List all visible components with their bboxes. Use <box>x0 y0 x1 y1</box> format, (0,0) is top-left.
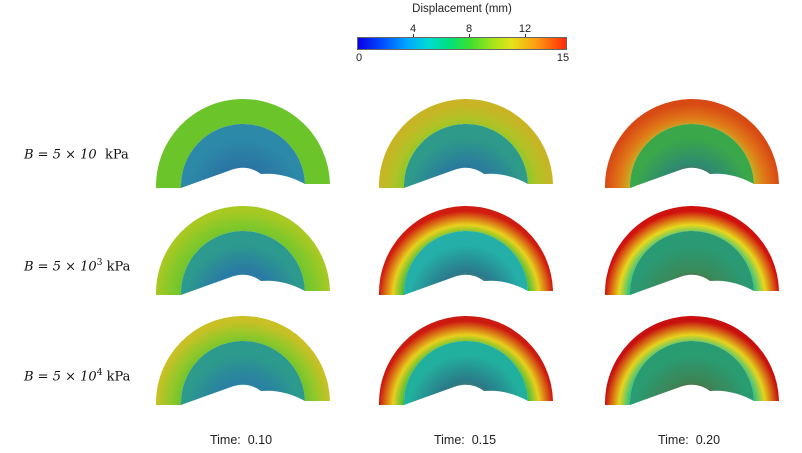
shell-wall <box>155 98 330 188</box>
shell-base-gap <box>624 173 760 198</box>
shell-wall <box>378 206 553 295</box>
shell-2-3 <box>604 206 779 305</box>
shell-wall <box>604 99 779 188</box>
colorbar-title: Displacement (mm) <box>412 3 512 15</box>
shell-1-1 <box>155 98 330 198</box>
shell-base-gap <box>175 390 311 415</box>
colorbar-tickmark <box>413 34 414 38</box>
shell-wall <box>155 315 330 405</box>
shell-base-gap <box>624 280 760 305</box>
shell-base-gap <box>175 173 311 198</box>
shell-cavity <box>629 231 754 295</box>
shell-base-gap <box>398 390 534 415</box>
row-label-unit: kPa <box>106 369 131 385</box>
row-label-exponent: 4 <box>96 368 103 378</box>
colorbar-tick-12: 12 <box>518 23 532 35</box>
shell-cavity <box>180 230 305 295</box>
colorbar-max-label: 15 <box>556 52 570 64</box>
colorbar-tick-8: 8 <box>465 23 473 35</box>
shell-1-3 <box>604 99 779 198</box>
shell-base-gap <box>624 390 760 415</box>
colorbar-tickmark <box>525 34 526 38</box>
time-label-3: Time: 0.20 <box>657 433 721 447</box>
row-label-exponent: 3 <box>96 258 103 268</box>
shell-cavity <box>403 340 528 405</box>
shell-wall <box>378 316 553 405</box>
shell-cavity <box>629 124 754 188</box>
shell-cavity <box>403 230 528 295</box>
row-label-text: B = 5 × 10 <box>24 259 97 275</box>
shell-3-3 <box>604 316 779 415</box>
row-label-text: B = 5 × 10 <box>24 147 97 163</box>
time-label-1: Time: 0.10 <box>209 433 273 447</box>
shell-cavity <box>180 123 305 188</box>
shell-1-2 <box>378 99 553 198</box>
colorbar-tickmark <box>469 34 470 38</box>
row-label-unit: kPa <box>106 259 131 275</box>
shell-2-2 <box>378 206 553 305</box>
shell-wall <box>604 206 779 295</box>
colorbar-min-label: 0 <box>355 52 363 64</box>
colorbar-tick-4: 4 <box>409 23 417 35</box>
colorbar-gradient <box>357 37 567 50</box>
shell-wall <box>155 205 330 295</box>
row-label-unit: kPa <box>104 147 129 163</box>
shell-wall <box>604 316 779 405</box>
shell-3-2 <box>378 316 553 415</box>
shell-base-gap <box>175 280 311 305</box>
shell-cavity <box>629 341 754 405</box>
shell-cavity <box>180 340 305 405</box>
row-label-1: B = 5 × 10 kPa <box>24 146 129 162</box>
shell-base-gap <box>398 280 534 305</box>
row-label-text: B = 5 × 10 <box>24 369 97 385</box>
shell-3-1 <box>155 315 330 415</box>
shell-wall <box>378 99 553 188</box>
row-label-3: B = 5 × 104 kPa <box>24 368 130 384</box>
row-label-2: B = 5 × 103 kPa <box>24 258 130 274</box>
time-label-2: Time: 0.15 <box>433 433 497 447</box>
shell-2-1 <box>155 205 330 305</box>
shell-base-gap <box>398 173 534 198</box>
shell-cavity <box>403 123 528 188</box>
